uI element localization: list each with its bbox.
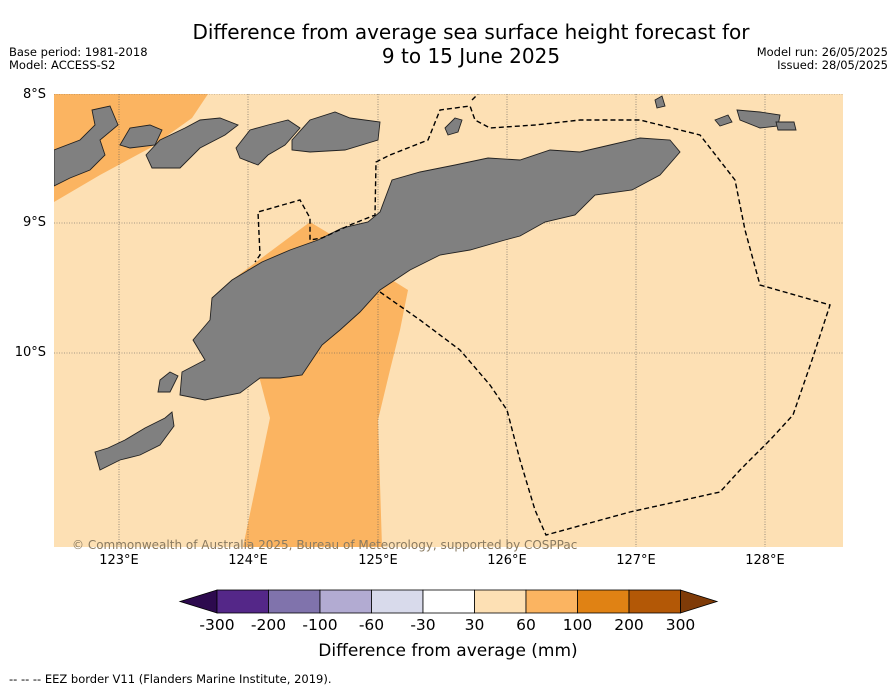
lembata-island xyxy=(54,105,119,187)
atauro-island xyxy=(444,117,463,136)
colorbar-tick-label: 60 xyxy=(516,616,536,634)
colorbar-tick-label: -30 xyxy=(410,616,436,634)
copyright-text: © Commonwealth of Australia 2025, Bureau… xyxy=(72,538,578,552)
issued-text: Issued: 28/05/2025 xyxy=(777,58,888,72)
colorbar-tick-label: -100 xyxy=(302,616,338,634)
lon-label-128e: 128°E xyxy=(745,553,785,568)
model-text: Model: ACCESS-S2 xyxy=(9,58,116,72)
colorbar-segment xyxy=(525,589,578,614)
colorbar-segment xyxy=(319,589,372,614)
lakor-island xyxy=(775,121,797,131)
colorbar-tick-label: 100 xyxy=(562,616,593,634)
timor-island xyxy=(179,137,681,401)
lat-label-9s: 9°S xyxy=(22,215,46,230)
land xyxy=(54,95,797,471)
lat-label-10s: 10°S xyxy=(14,345,46,360)
colorbar-arrow-high xyxy=(680,589,719,614)
lat-label-8s: 8°S xyxy=(22,87,46,102)
lon-label-123e: 123°E xyxy=(99,553,139,568)
kisar-island xyxy=(654,95,666,109)
title-line-2: 9 to 15 June 2025 xyxy=(381,44,561,68)
colorbar-tick-label: -60 xyxy=(358,616,385,634)
eez-border-main xyxy=(254,105,831,536)
meta-left: Base period: 1981-2018 Model: ACCESS-S2 xyxy=(9,46,148,72)
colorbar-segment xyxy=(422,589,475,614)
colorbar-tick-label: -300 xyxy=(199,616,235,634)
title-line-1: Difference from average sea surface heig… xyxy=(192,20,750,44)
colorbar-segment xyxy=(628,589,681,614)
alor-island xyxy=(145,117,239,169)
map-area xyxy=(54,94,843,547)
colorbar-label: Difference from average (mm) xyxy=(318,641,578,661)
rote-island xyxy=(94,411,175,471)
page-title: Difference from average sea surface heig… xyxy=(0,20,896,68)
colorbar-tick-label: 30 xyxy=(464,616,485,634)
colorbar-segment xyxy=(371,589,424,614)
pantar-island xyxy=(119,124,163,149)
colorbar-tick-label: 200 xyxy=(614,616,644,634)
lon-label-124e: 124°E xyxy=(228,553,268,568)
colorbar-arrow-low xyxy=(178,589,218,614)
colorbar-segment xyxy=(577,589,630,614)
model-run-text: Model run: 26/05/2025 xyxy=(756,45,888,59)
lon-label-127e: 127°E xyxy=(616,553,656,568)
semau-island xyxy=(157,371,179,393)
base-period-text: Base period: 1981-2018 xyxy=(9,45,148,59)
leti-island xyxy=(714,114,733,127)
eez-legend-text: -- -- -- EEZ border V11 (Flanders Marine… xyxy=(9,672,332,686)
colorbar-segment xyxy=(216,589,269,614)
colorbar-segments xyxy=(178,589,719,614)
lon-label-125e: 125°E xyxy=(358,553,398,568)
wetar-north-island xyxy=(291,111,381,153)
eez-border-north xyxy=(471,94,479,101)
lon-label-126e: 126°E xyxy=(487,553,527,568)
colorbar-tick-label: -200 xyxy=(250,616,287,634)
colorbar-tick-label: 300 xyxy=(665,616,696,634)
colorbar-segment xyxy=(268,589,321,614)
meta-right: Model run: 26/05/2025 Issued: 28/05/2025 xyxy=(757,46,888,72)
colorbar-segment xyxy=(474,589,527,614)
wetar-island xyxy=(235,119,301,166)
